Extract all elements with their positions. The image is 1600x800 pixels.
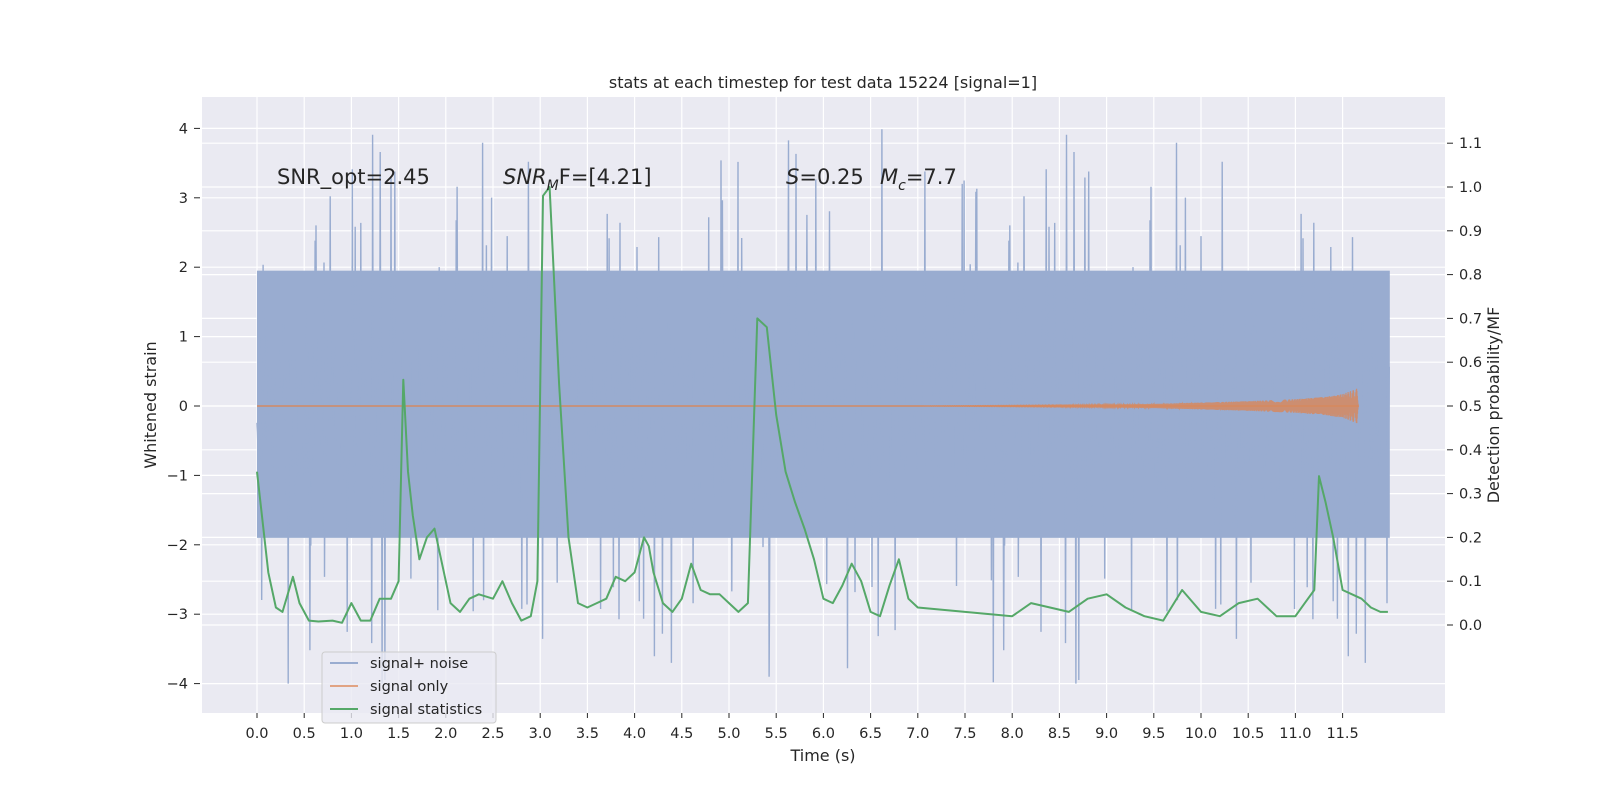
x-tick-label-12: 6.0 bbox=[812, 726, 835, 742]
y-right-tick-label-1: 1.0 bbox=[1459, 180, 1482, 196]
x-tick-label-23: 11.5 bbox=[1326, 726, 1358, 742]
y-left-tick-label-5: −1 bbox=[167, 468, 188, 484]
y-left-tick-label-4: 0 bbox=[179, 399, 188, 415]
stats-line bbox=[256, 186, 1388, 624]
annotation-s-symbol: S bbox=[786, 165, 799, 189]
x-tick-label-14: 7.0 bbox=[906, 726, 929, 742]
y-axis-right-label: Detection probability/MF bbox=[1484, 307, 1503, 504]
x-tick-label-4: 2.0 bbox=[434, 726, 457, 742]
annotation-mc-value: =7.7 bbox=[906, 165, 957, 189]
legend-label-noise: signal+ noise bbox=[370, 656, 468, 672]
x-tick-label-8: 4.0 bbox=[623, 726, 646, 742]
annotation-snr-mf: SNRMF=[4.21] bbox=[503, 165, 652, 194]
x-tick-label-15: 7.5 bbox=[953, 726, 976, 742]
y-right-tick-label-10: 0.1 bbox=[1459, 574, 1482, 590]
legend-box bbox=[321, 651, 497, 724]
legend: signal+ noise signal only signal statist… bbox=[321, 651, 497, 724]
y-right-tick-label-3: 0.8 bbox=[1459, 268, 1482, 284]
x-tick-label-9: 4.5 bbox=[670, 726, 693, 742]
noise-line bbox=[256, 129, 1390, 684]
annotation-mc: Mc=7.7 bbox=[880, 165, 957, 194]
y-axis-left-ticks: 4 3 2 1 0 −1 −2 −3 −4 bbox=[167, 121, 200, 693]
y-left-tick-label-8: −4 bbox=[167, 677, 188, 693]
x-axis-label: Time (s) bbox=[789, 746, 855, 765]
y-axis-right-ticks: 1.1 1.0 0.9 0.8 0.7 0.6 0.5 0.4 0.3 0.2 0.1 0.0 bbox=[1447, 136, 1482, 634]
y-left-tick-label-2: 2 bbox=[179, 260, 188, 276]
x-tick-label-5: 2.5 bbox=[481, 726, 504, 742]
x-tick-label-13: 6.5 bbox=[859, 726, 882, 742]
x-tick-label-11: 5.5 bbox=[765, 726, 788, 742]
y-left-tick-label-0: 4 bbox=[179, 121, 188, 137]
x-tick-label-19: 9.5 bbox=[1142, 726, 1165, 742]
y-right-tick-label-0: 1.1 bbox=[1459, 136, 1482, 152]
x-tick-label-7: 3.5 bbox=[576, 726, 599, 742]
y-right-tick-label-6: 0.5 bbox=[1459, 399, 1482, 415]
signal-series bbox=[257, 388, 1360, 424]
x-tick-label-17: 8.5 bbox=[1048, 726, 1071, 742]
y-left-tick-label-7: −3 bbox=[167, 607, 188, 623]
chart-title: stats at each timestep for test data 152… bbox=[609, 73, 1037, 92]
x-tick-label-20: 10.0 bbox=[1185, 726, 1217, 742]
x-tick-label-10: 5.0 bbox=[717, 726, 740, 742]
x-tick-label-0: 0.0 bbox=[245, 726, 268, 742]
annotation-snr-opt: SNR_opt=2.45 bbox=[277, 165, 430, 190]
y-axis-left-label: Whitened strain bbox=[141, 341, 160, 468]
y-right-tick-label-2: 0.9 bbox=[1459, 224, 1482, 240]
x-tick-label-1: 0.5 bbox=[293, 726, 316, 742]
y-right-tick-label-8: 0.3 bbox=[1459, 487, 1482, 503]
y-left-tick-label-1: 3 bbox=[179, 191, 188, 207]
legend-label-signal: signal only bbox=[370, 679, 449, 695]
y-right-tick-label-7: 0.4 bbox=[1459, 443, 1482, 459]
y-right-tick-label-5: 0.6 bbox=[1459, 355, 1482, 371]
annotation-mc-symbol: M bbox=[880, 165, 898, 189]
legend-label-stats: signal statistics bbox=[370, 702, 482, 718]
annotation-s: S=0.25 bbox=[786, 165, 864, 189]
y-right-tick-label-9: 0.2 bbox=[1459, 530, 1482, 546]
annotation-mc-sub: c bbox=[898, 178, 906, 194]
x-tick-label-21: 10.5 bbox=[1232, 726, 1264, 742]
y-right-tick-label-11: 0.0 bbox=[1459, 618, 1482, 634]
y-right-tick-label-4: 0.7 bbox=[1459, 311, 1482, 327]
x-tick-label-3: 1.5 bbox=[387, 726, 410, 742]
x-axis-ticks: 0.0 0.5 1.0 1.5 2.0 2.5 3.0 3.5 4.0 4.5 5.0 5.5 6.0 6… bbox=[245, 713, 1359, 742]
x-tick-label-2: 1.0 bbox=[340, 726, 363, 742]
annotation-snr-mf-sub: M bbox=[547, 178, 559, 194]
annotation-snr-mf-value: F=[4.21] bbox=[559, 165, 652, 189]
annotation-s-value: =0.25 bbox=[799, 165, 863, 189]
annotation-snr-mf-symbol: SNR bbox=[503, 165, 547, 189]
y-left-tick-label-3: 1 bbox=[179, 330, 188, 346]
stats-series bbox=[256, 186, 1388, 624]
x-tick-label-16: 8.0 bbox=[1001, 726, 1024, 742]
x-tick-label-18: 9.0 bbox=[1095, 726, 1118, 742]
y-left-tick-label-6: −2 bbox=[167, 538, 188, 554]
x-tick-label-6: 3.0 bbox=[529, 726, 552, 742]
x-tick-label-22: 11.0 bbox=[1279, 726, 1311, 742]
